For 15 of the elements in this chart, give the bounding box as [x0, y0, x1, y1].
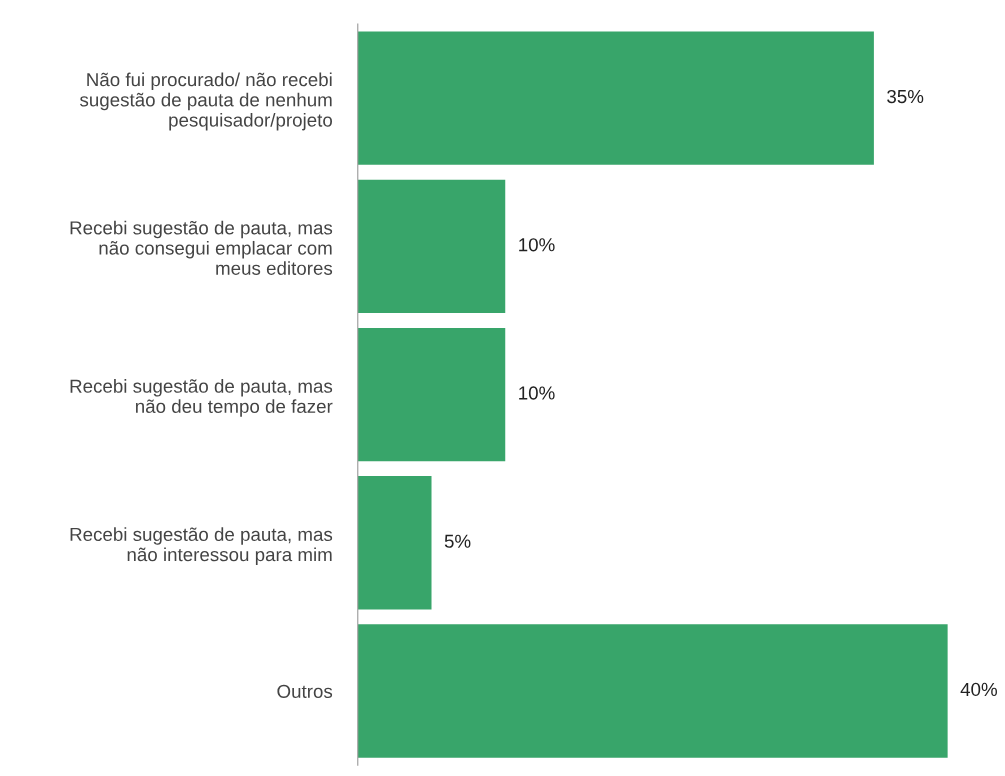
y-tick-label: Recebi sugestão de pauta, mas não consegui emplacar com meus editores: [70, 220, 333, 275]
y-tick-label: Outros: [277, 684, 333, 699]
y-tick-label: Não fui procurado/ não recebi sugestão de pauta de nenhum pesquisador/projeto: [80, 72, 333, 131]
data-label: 10%: [519, 238, 555, 252]
bar: [357, 624, 948, 758]
bar: [357, 476, 432, 610]
data-label: 35%: [887, 89, 924, 104]
data-label: 40%: [960, 682, 997, 697]
y-tick-label: Recebi sugestão de pauta, mas não interessou para mim: [70, 527, 333, 565]
bar: [357, 179, 506, 314]
bar: [357, 327, 506, 462]
data-label: 10%: [519, 386, 555, 400]
bar: [357, 31, 874, 165]
y-tick-label: Recebi sugestão de pauta, mas não deu tempo de fazer: [70, 379, 333, 417]
data-label: 5%: [444, 534, 471, 548]
